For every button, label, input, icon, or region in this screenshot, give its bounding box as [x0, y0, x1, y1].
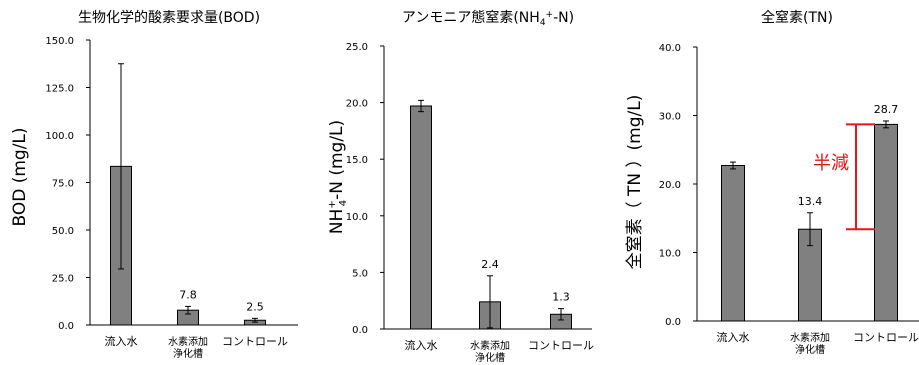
ylabel-a: NH: [327, 209, 347, 235]
x-tick-label: 浄化槽: [795, 343, 825, 356]
bar: [874, 123, 898, 322]
chart-title: アンモニア態窒素(NH4+-N): [402, 9, 574, 28]
data-label: 1.3: [552, 291, 570, 304]
x-tick-label: 水素添加: [168, 335, 208, 348]
bar: [721, 165, 745, 322]
y-tick-label: 0.0: [58, 321, 74, 332]
y-tick-label: 25.0: [52, 274, 74, 285]
bar: [410, 105, 432, 330]
x-tick-label: 水素添加: [790, 331, 830, 344]
data-label: 28.7: [874, 103, 899, 116]
ylabel-subscript: 4: [338, 200, 349, 206]
chart-panel-2: アンモニア態窒素(NH4+-N)NH+4-N (mg/L)0.05.010.01…: [327, 9, 594, 364]
ylabel-superscript: +: [327, 200, 338, 208]
chart-panel-1: 生物化学的酸素要求量(BOD) BOD (mg/L) 0.0 25.0 50.0 75.0…: [10, 10, 298, 360]
data-label: 2.4: [481, 258, 499, 271]
data-label: 13.4: [798, 195, 823, 208]
y-tick-label: 40.0: [659, 43, 681, 54]
y-tick-label: 20.0: [346, 99, 368, 110]
ylabel-b: -N (mg/L): [327, 120, 347, 200]
x-tick-label: 浄化槽: [475, 351, 505, 364]
chart-title: 全窒素(TN): [761, 9, 833, 26]
annotation-label: 半減: [813, 153, 849, 174]
y-tick-label: 100.0: [45, 131, 74, 142]
y-tick-label: 150.0: [45, 36, 74, 47]
y-tick-label: 30.0: [659, 112, 681, 123]
x-tick-label: コントロール: [528, 339, 594, 352]
y-tick-label: 20.0: [659, 180, 681, 191]
title-superscript: +: [546, 10, 554, 20]
y-tick-label: 10.0: [346, 212, 368, 223]
y-tick-label: 75.0: [52, 179, 74, 190]
y-tick-label: 0.0: [352, 325, 368, 336]
y-tick-label: 5.0: [352, 268, 368, 279]
data-label: 2.5: [246, 300, 264, 313]
x-tick-label: 流入水: [405, 338, 438, 352]
x-tick-label: コントロール: [222, 335, 288, 348]
x-tick-label: コントロール: [853, 331, 919, 344]
y-tick-label: 25.0: [346, 42, 368, 53]
chart-panel-3: 全窒素(TN) 全窒素（ TN ）(mg/L) 0.0 10.0 20.0 30.0 40.…: [625, 9, 919, 356]
x-tick-label: 水素添加: [470, 339, 510, 352]
data-label: 7.8: [179, 288, 197, 301]
y-axis-label: NH+4-N (mg/L): [327, 120, 349, 234]
y-axis-label: BOD (mg/L): [10, 127, 30, 226]
y-tick-label: 50.0: [52, 226, 74, 237]
y-tick-label: 0.0: [665, 317, 681, 328]
y-tick-label: 10.0: [659, 249, 681, 260]
title-subscript: 4: [540, 18, 546, 28]
x-tick-label: 浄化槽: [173, 347, 203, 360]
y-axis-label: 全窒素（ TN ）(mg/L): [625, 95, 645, 270]
title-main: アンモニア態窒素(NH: [402, 9, 540, 26]
chart-title: 生物化学的酸素要求量(BOD): [78, 10, 260, 26]
y-tick-label: 15.0: [346, 155, 368, 166]
x-tick-label: 流入水: [105, 334, 138, 348]
y-tick-label: 125.0: [45, 84, 74, 95]
x-tick-label: 流入水: [717, 330, 750, 344]
title-tail: -N): [553, 10, 574, 26]
